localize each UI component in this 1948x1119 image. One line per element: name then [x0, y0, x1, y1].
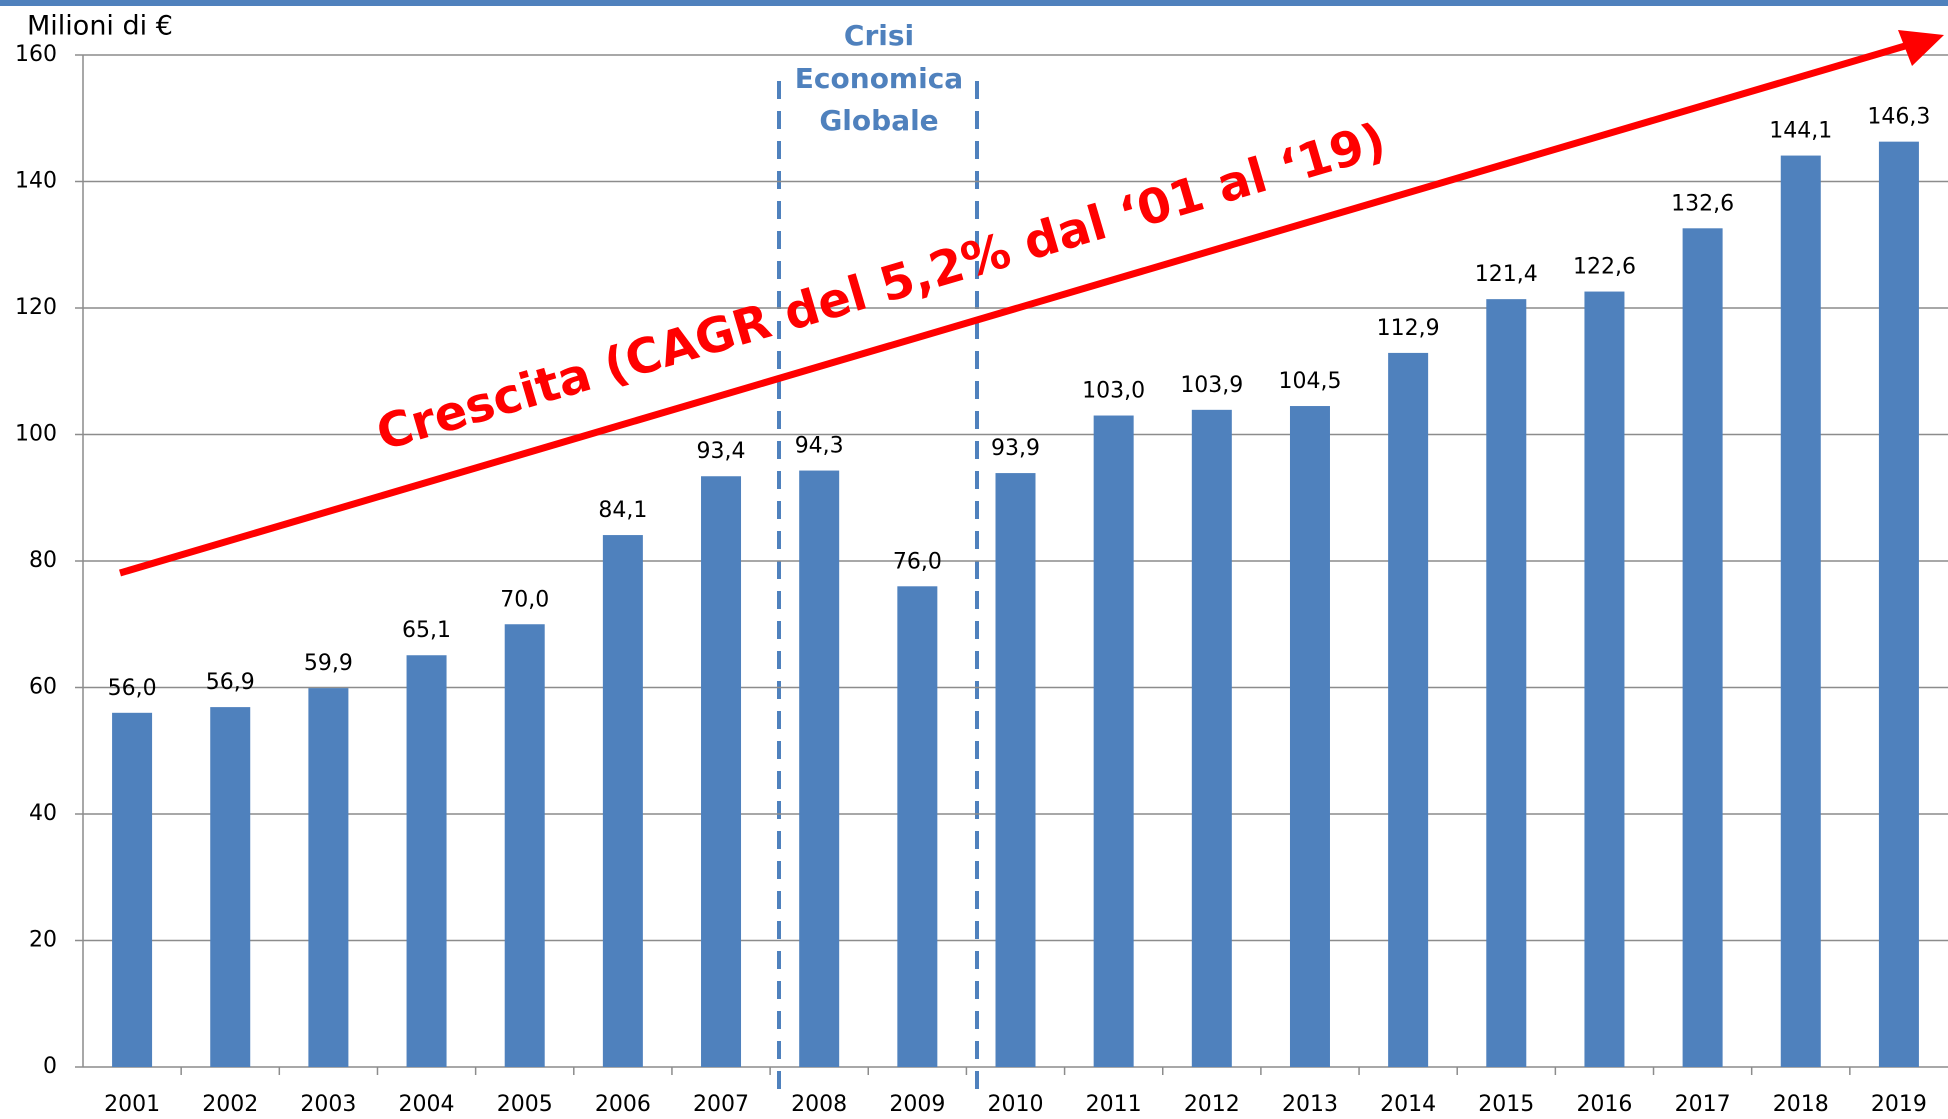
crisis-label: Globale [819, 104, 938, 137]
data-label: 93,9 [991, 436, 1040, 461]
data-label: 65,1 [402, 618, 451, 643]
data-label: 103,0 [1082, 379, 1145, 404]
bar [701, 476, 742, 1067]
x-tick-label: 2005 [497, 1092, 553, 1117]
x-tick-label: 2003 [300, 1092, 356, 1117]
bar [1486, 299, 1527, 1067]
x-tick-label: 2016 [1576, 1092, 1632, 1117]
data-label: 122,6 [1573, 255, 1636, 280]
bar [1093, 415, 1134, 1067]
data-label: 104,5 [1278, 369, 1341, 394]
y-tick-label: 60 [29, 675, 57, 700]
y-tick-label: 40 [29, 801, 57, 826]
data-label: 146,3 [1867, 105, 1930, 130]
bar [504, 624, 545, 1067]
y-tick-label: 0 [43, 1054, 57, 1079]
x-tick-label: 2011 [1086, 1092, 1142, 1117]
bar [602, 535, 643, 1067]
bar [1191, 409, 1232, 1067]
y-tick-label: 160 [15, 42, 57, 67]
bar [1878, 141, 1919, 1068]
x-tick-label: 2018 [1773, 1092, 1829, 1117]
bar [308, 688, 349, 1067]
x-tick-label: 2002 [202, 1092, 258, 1117]
bar [1388, 352, 1429, 1068]
bar [1584, 291, 1625, 1067]
data-label: 56,0 [108, 676, 157, 701]
y-tick-label: 120 [15, 295, 57, 320]
x-tick-label: 2001 [104, 1092, 160, 1117]
x-tick-label: 2010 [988, 1092, 1044, 1117]
y-tick-label: 140 [15, 169, 57, 194]
x-tick-label: 2012 [1184, 1092, 1240, 1117]
y-tick-label: 80 [29, 548, 57, 573]
top-rule [0, 0, 1948, 6]
x-tick-label: 2014 [1380, 1092, 1436, 1117]
x-tick-label: 2007 [693, 1092, 749, 1117]
bar [897, 586, 938, 1067]
data-label: 84,1 [598, 498, 647, 523]
data-label: 103,9 [1180, 373, 1243, 398]
bar [406, 655, 447, 1067]
x-tick-label: 2019 [1871, 1092, 1927, 1117]
data-label: 94,3 [795, 434, 844, 459]
x-tick-label: 2013 [1282, 1092, 1338, 1117]
crisis-label: Economica [795, 62, 963, 95]
data-label: 93,4 [697, 439, 746, 464]
data-label: 59,9 [304, 651, 353, 676]
bar [1780, 155, 1821, 1067]
bar [799, 470, 840, 1067]
x-tick-label: 2006 [595, 1092, 651, 1117]
x-tick-label: 2008 [791, 1092, 847, 1117]
y-tick-label: 20 [29, 928, 57, 953]
bar [1682, 228, 1723, 1067]
data-label: 132,6 [1671, 191, 1734, 216]
arrow-head [1898, 30, 1944, 66]
x-tick-label: 2004 [399, 1092, 455, 1117]
bar [995, 473, 1036, 1067]
data-label: 56,9 [206, 670, 255, 695]
bar [1289, 406, 1330, 1068]
data-label: 144,1 [1769, 119, 1832, 144]
x-tick-label: 2009 [889, 1092, 945, 1117]
data-label: 121,4 [1475, 262, 1538, 287]
growth-label: Crescita (CAGR del 5,2% dal ‘01 al ‘19) [370, 112, 1392, 462]
x-tick-label: 2017 [1675, 1092, 1731, 1117]
data-label: 112,9 [1377, 316, 1440, 341]
data-label: 76,0 [893, 549, 942, 574]
bar [210, 707, 251, 1067]
bar [112, 712, 153, 1067]
growth-arrow [119, 42, 1906, 577]
y-axis-label: Milioni di € [27, 11, 173, 42]
x-tick-label: 2015 [1478, 1092, 1534, 1117]
data-label: 70,0 [500, 587, 549, 612]
crisis-label: Crisi [844, 19, 914, 52]
y-tick-label: 100 [15, 422, 57, 447]
